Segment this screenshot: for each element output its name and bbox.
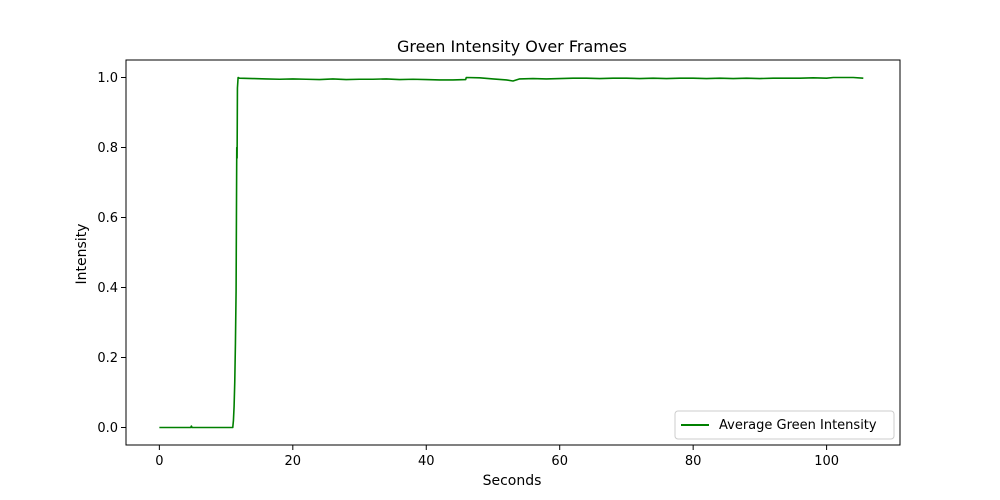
x-tick-label: 60 [551,454,568,469]
y-tick-label: 0.4 [97,281,118,296]
x-tick-label: 80 [685,454,702,469]
x-tick-label: 40 [418,454,435,469]
x-tick-label: 20 [285,454,302,469]
legend: Average Green Intensity [674,410,895,440]
x-axis-ticks: 0 20 40 60 80 100 [155,445,839,469]
legend-box [674,410,895,440]
y-axis-ticks: 0.0 0.2 0.4 0.6 0.8 1.0 [97,71,126,436]
y-tick-label: 0.8 [97,141,118,156]
legend-label: Average Green Intensity [719,418,877,433]
y-tick-label: 1.0 [97,71,118,86]
x-tick-label: 100 [814,454,839,469]
x-axis-label: Seconds [483,473,542,489]
y-tick-label: 0.2 [97,351,118,366]
plot-area [125,59,901,446]
series-line-average-green-intensity [159,76,864,429]
x-tick-label: 0 [155,454,163,469]
y-tick-label: 0.0 [97,421,118,436]
chart-title: Green Intensity Over Frames [397,37,627,56]
axes-frame [125,59,901,446]
y-axis-label: Intensity [74,224,90,285]
y-tick-label: 0.6 [97,211,118,226]
